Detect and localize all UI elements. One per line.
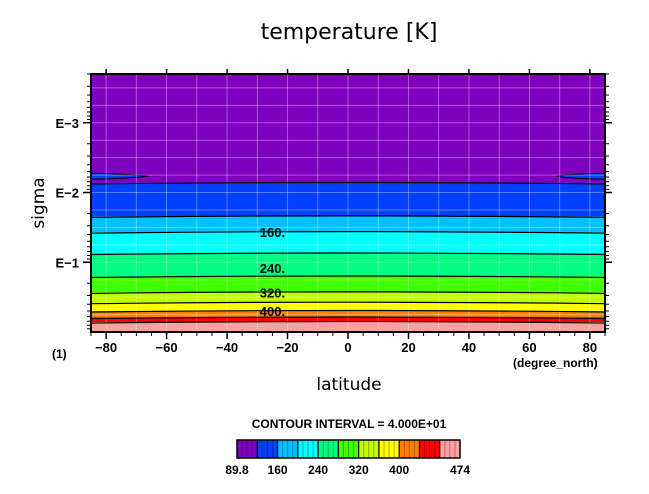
- fill-layer-4: [91, 253, 605, 277]
- contour-line: [90, 252, 606, 256]
- y-tick-label: E−1: [56, 255, 80, 270]
- fill-layer-3: [91, 232, 605, 254]
- contour-line: [90, 320, 606, 324]
- contour-labels: 160. 240. 320. 400.: [260, 225, 285, 319]
- lens-right: [556, 172, 606, 180]
- colorbar-label: 320: [349, 463, 369, 477]
- grid-lines: [91, 74, 605, 333]
- contour-fill-layers: [90, 74, 606, 332]
- contour-label: 240.: [260, 261, 285, 276]
- x-axis-label: latitude: [316, 375, 381, 395]
- colorbar-swatch: [277, 440, 298, 458]
- colorbar-label: 474: [450, 463, 470, 477]
- x-tick-label: 0: [344, 340, 351, 355]
- colorbar-frame: [236, 439, 461, 459]
- contour-interval-text: CONTOUR INTERVAL = 4.000E+01: [252, 417, 447, 431]
- x-axis-ticks: −80 −60 −40 −20 0 20 40 60 80: [90, 69, 606, 355]
- x-tick-label: 80: [583, 340, 597, 355]
- y-axis-unit: (1): [52, 347, 67, 361]
- colorbar-label: 240: [308, 463, 328, 477]
- y-axis-label: sigma: [29, 177, 49, 228]
- colorbar-swatch: [399, 440, 420, 458]
- fill-layer-5: [91, 276, 605, 293]
- fill-layer-8: [91, 311, 605, 318]
- colorbar-label: 400: [389, 463, 409, 477]
- colorbar-label: 89.8: [225, 463, 249, 477]
- contour-line: [90, 181, 606, 185]
- fill-layer-2: [91, 216, 605, 233]
- colorbar: 89.8 160 240 320 400 474: [225, 439, 470, 477]
- contour-line: [90, 291, 606, 294]
- fill-layer-9: [91, 317, 605, 323]
- contour-line: [90, 231, 606, 234]
- colorbar-swatch: [358, 440, 379, 458]
- fill-layer-0: [91, 74, 605, 183]
- contour-line: [90, 301, 606, 305]
- colorbar-swatch: [419, 440, 440, 458]
- contour-line: [90, 316, 606, 320]
- contour-lines: [90, 181, 606, 324]
- y-axis-ticks: E−3 E−2 E−1: [56, 73, 612, 330]
- contour-line: [90, 309, 606, 313]
- contour-line: [90, 275, 606, 279]
- colorbar-swatch: [237, 440, 258, 458]
- colorbar-swatch: [297, 440, 319, 458]
- fill-layer-6: [91, 292, 605, 303]
- chart-title: temperature [K]: [261, 20, 438, 45]
- colorbar-swatch: [338, 440, 359, 458]
- x-tick-label: −80: [95, 340, 117, 355]
- x-tick-label: −40: [216, 340, 238, 355]
- x-tick-label: 20: [401, 340, 415, 355]
- contour-label: 400.: [260, 304, 285, 319]
- fill-layer-7: [91, 302, 605, 312]
- contour-label: 160.: [260, 225, 285, 240]
- colorbar-swatch: [378, 440, 400, 458]
- lens-left: [90, 172, 149, 180]
- colorbar-swatch: [318, 440, 339, 458]
- x-tick-label: −60: [156, 340, 178, 355]
- x-tick-label: 40: [462, 340, 476, 355]
- x-tick-label: −20: [276, 340, 298, 355]
- fill-layer-10: [91, 322, 605, 332]
- fill-layer-1: [91, 182, 605, 217]
- y-tick-label: E−2: [56, 186, 80, 201]
- contour-label: 320.: [260, 285, 285, 300]
- colorbar-swatch: [257, 440, 278, 458]
- colorbar-swatch: [439, 440, 460, 458]
- y-tick-label: E−3: [56, 116, 80, 131]
- colorbar-label: 160: [268, 463, 288, 477]
- x-tick-label: 60: [522, 340, 536, 355]
- x-axis-unit: (degree_north): [513, 356, 598, 370]
- contour-line: [90, 215, 606, 218]
